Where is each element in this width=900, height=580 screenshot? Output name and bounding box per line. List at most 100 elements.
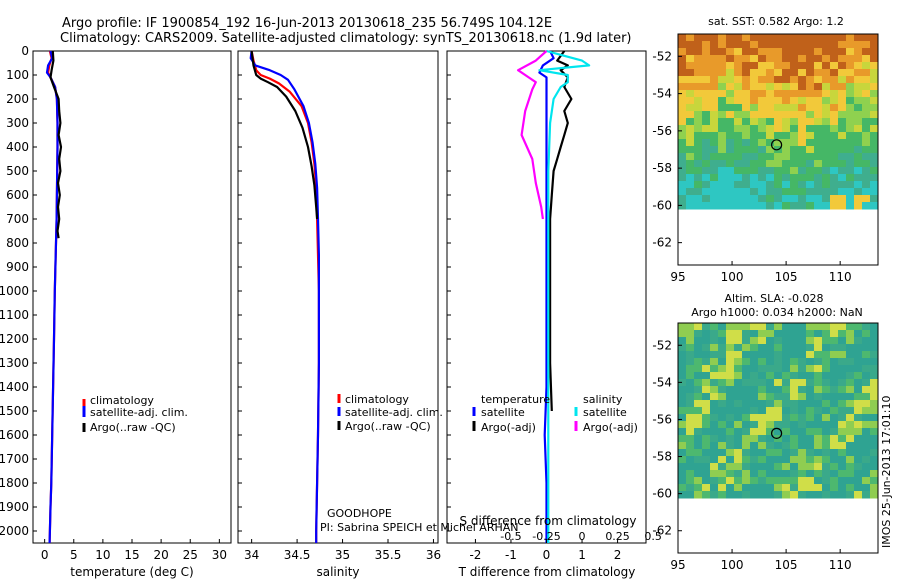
map-cell (854, 344, 863, 352)
map-cell (686, 118, 695, 126)
map-cell (766, 393, 775, 401)
map-cell (814, 139, 823, 147)
map-cell (846, 41, 855, 49)
map-cell (678, 76, 687, 84)
map-cell (726, 104, 735, 112)
map-cell (766, 358, 775, 366)
map-cell (694, 118, 703, 126)
map-cell (838, 414, 847, 422)
map-cell (718, 167, 727, 175)
map-cell (742, 477, 751, 485)
map-cell (758, 153, 767, 161)
map-cell (814, 386, 823, 394)
map-cell (718, 358, 727, 366)
map-cell (702, 323, 711, 331)
map-cell (846, 456, 855, 464)
map-cell (838, 118, 847, 126)
map-cell (734, 111, 743, 119)
map-cell (854, 167, 863, 175)
map-x-tick-label: 105 (775, 558, 798, 572)
map-cell (798, 132, 807, 140)
map-cell (678, 477, 687, 485)
map-cell (766, 139, 775, 147)
map-cell (846, 69, 855, 77)
map-cell (726, 146, 735, 154)
map-cell (734, 337, 743, 345)
map-cell (838, 34, 847, 42)
map-cell (742, 160, 751, 168)
map-cell (822, 435, 831, 443)
map-cell (710, 97, 719, 105)
map-cell (862, 104, 871, 112)
map-cell (822, 351, 831, 359)
map-cell (862, 484, 871, 492)
map-cell (798, 484, 807, 492)
map-cell (774, 188, 783, 196)
map-cell (678, 491, 687, 499)
map-cell (838, 421, 847, 429)
series-argo (250, 50, 319, 220)
map-cell (846, 48, 855, 56)
map-cell (766, 153, 775, 161)
map-cell (686, 484, 695, 492)
map-cell (854, 139, 863, 147)
map-cell (758, 111, 767, 119)
salinity-panel: 34 34.5 35 35.5 36 climatology satellite-adj… (237, 50, 519, 579)
map-cell (830, 55, 839, 63)
map-cell (702, 428, 711, 436)
map-cell (854, 491, 863, 499)
map-cell (782, 104, 791, 112)
map-cell (806, 83, 815, 91)
map-cell (734, 202, 743, 210)
map-cell (862, 470, 871, 478)
map-cell (774, 351, 783, 359)
map-cell (846, 323, 855, 331)
map-cell (734, 386, 743, 394)
map-cell (806, 188, 815, 196)
map-cell (838, 132, 847, 140)
map-cell (766, 351, 775, 359)
map-cell (782, 484, 791, 492)
map-cell (742, 167, 751, 175)
map-cell (830, 202, 839, 210)
map-cell (758, 76, 767, 84)
map-cell (758, 449, 767, 457)
map-cell (774, 153, 783, 161)
map-cell (702, 379, 711, 387)
map-cell (774, 421, 783, 429)
map-cell (846, 83, 855, 91)
map-cell (814, 435, 823, 443)
map-cell (846, 160, 855, 168)
map-cell (726, 421, 735, 429)
map-cell (790, 470, 799, 478)
map-cell (806, 41, 815, 49)
map-cell (862, 442, 871, 450)
map-cell (790, 344, 799, 352)
map-cell (678, 153, 687, 161)
map-cell (694, 393, 703, 401)
map-cell (702, 132, 711, 140)
map-cell (750, 491, 759, 499)
map-cell (742, 358, 751, 366)
map-cell (702, 34, 711, 42)
map-cell (814, 83, 823, 91)
map-cell (782, 69, 791, 77)
map-cell (838, 379, 847, 387)
map-cell (774, 393, 783, 401)
map-cell (774, 414, 783, 422)
map-cell (726, 323, 735, 331)
y-tick-label: 0 (21, 44, 29, 58)
map-cell (814, 153, 823, 161)
map-cell (854, 323, 863, 331)
map-cell (742, 491, 751, 499)
map-cell (742, 407, 751, 415)
map-cell (702, 125, 711, 133)
map-cell (694, 97, 703, 105)
map-cell (782, 470, 791, 478)
map-cell (814, 181, 823, 189)
map-cell (774, 379, 783, 387)
map-cell (718, 428, 727, 436)
map-cell (710, 386, 719, 394)
difference-panel: -2 -1 0 1 2 -0.5 -0.25 0 0.25 0.5 temperature sal… (446, 49, 662, 579)
map-cell (830, 125, 839, 133)
